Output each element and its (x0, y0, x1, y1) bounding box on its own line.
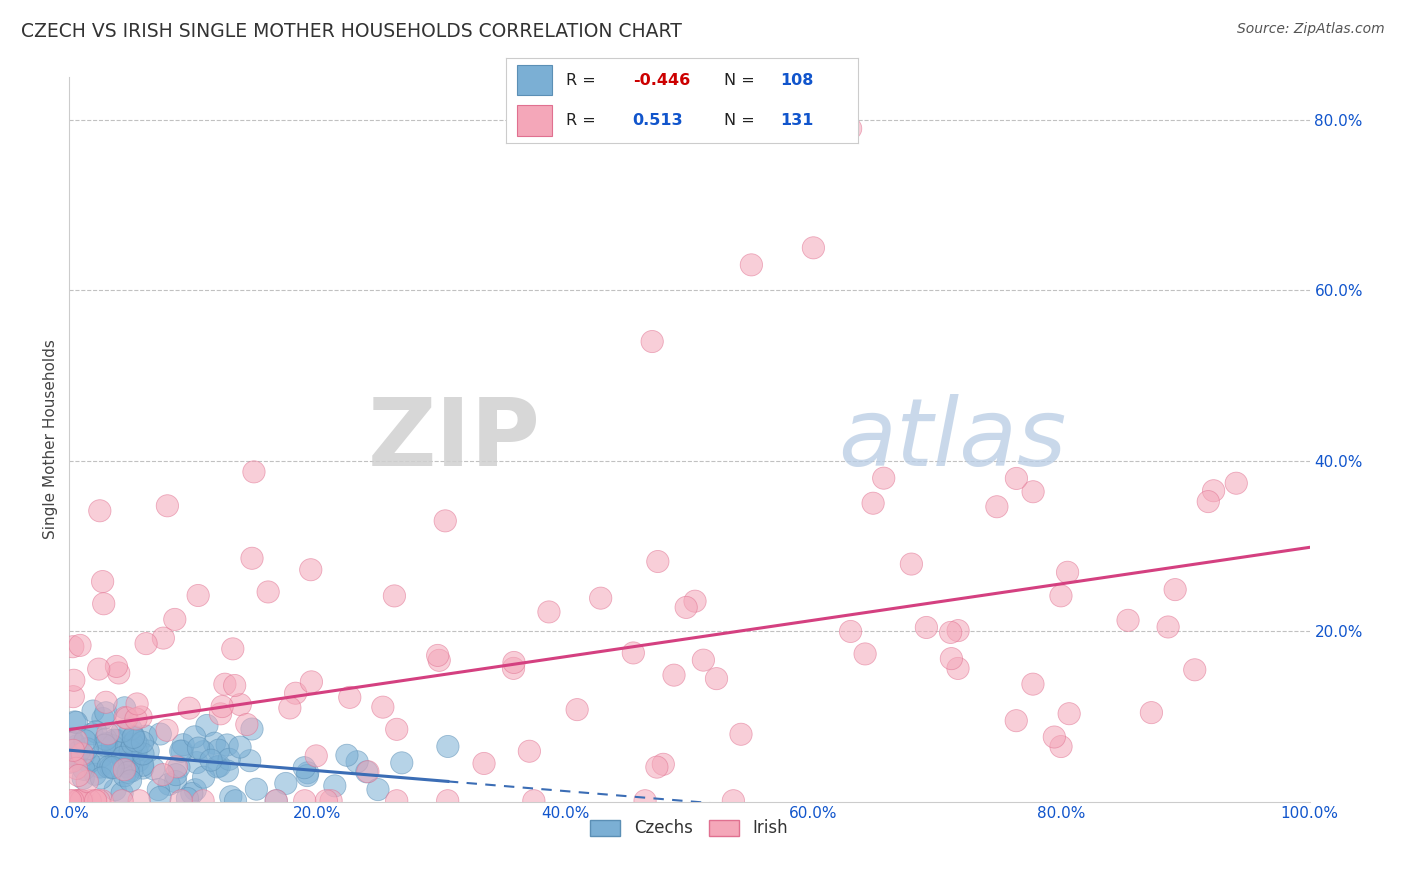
Text: 0.513: 0.513 (633, 113, 683, 128)
Text: R =: R = (565, 113, 606, 128)
Text: CZECH VS IRISH SINGLE MOTHER HOUSEHOLDS CORRELATION CHART: CZECH VS IRISH SINGLE MOTHER HOUSEHOLDS … (21, 22, 682, 41)
FancyBboxPatch shape (517, 105, 551, 136)
FancyBboxPatch shape (517, 65, 551, 95)
Text: atlas: atlas (838, 394, 1067, 485)
Text: N =: N = (724, 113, 761, 128)
Text: 131: 131 (780, 113, 814, 128)
Text: -0.446: -0.446 (633, 72, 690, 87)
Text: 108: 108 (780, 72, 814, 87)
Text: ZIP: ZIP (367, 393, 540, 485)
Text: R =: R = (565, 72, 600, 87)
Text: N =: N = (724, 72, 761, 87)
Y-axis label: Single Mother Households: Single Mother Households (44, 340, 58, 540)
Legend: Czechs, Irish: Czechs, Irish (583, 813, 794, 844)
Text: Source: ZipAtlas.com: Source: ZipAtlas.com (1237, 22, 1385, 37)
